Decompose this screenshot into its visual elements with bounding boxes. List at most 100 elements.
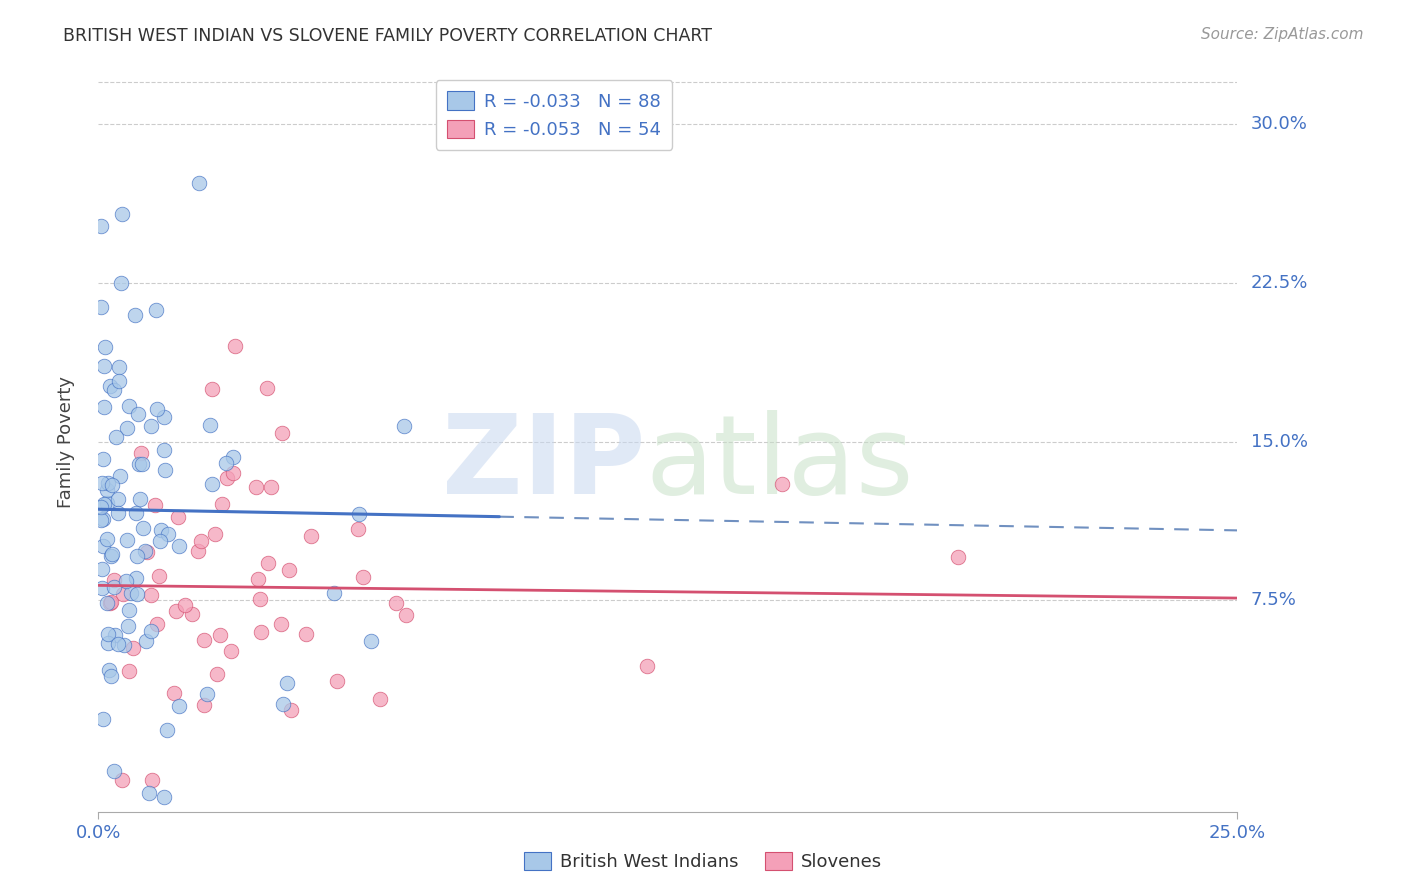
- Point: [187, 544, 209, 558]
- Point: [193, 698, 215, 713]
- Point: [103, 383, 125, 397]
- Point: [97, 636, 120, 650]
- Point: [118, 400, 141, 414]
- Point: [215, 471, 238, 485]
- Text: 22.5%: 22.5%: [1251, 274, 1309, 292]
- Point: [97, 627, 120, 641]
- Point: [636, 659, 658, 673]
- Text: 30.0%: 30.0%: [1251, 115, 1308, 133]
- Point: [100, 595, 122, 609]
- Point: [120, 586, 142, 600]
- Point: [145, 303, 167, 318]
- Point: [91, 451, 114, 466]
- Point: [156, 723, 179, 738]
- Point: [146, 617, 169, 632]
- Point: [152, 789, 174, 804]
- Point: [352, 570, 374, 584]
- Point: [326, 673, 349, 688]
- Point: [141, 419, 163, 434]
- Point: [93, 497, 115, 511]
- Point: [93, 400, 115, 414]
- Point: [93, 359, 115, 373]
- Point: [100, 596, 122, 610]
- Point: [107, 359, 129, 374]
- Point: [103, 573, 125, 587]
- Point: [108, 469, 131, 483]
- Point: [118, 603, 141, 617]
- Point: [187, 177, 209, 191]
- Point: [108, 374, 131, 388]
- Point: [256, 381, 278, 395]
- Point: [131, 458, 153, 472]
- Point: [149, 523, 172, 537]
- Point: [125, 571, 148, 585]
- Point: [219, 644, 242, 658]
- Point: [112, 638, 135, 652]
- Point: [111, 772, 134, 787]
- Point: [101, 547, 124, 561]
- Point: [97, 476, 120, 491]
- Text: 7.5%: 7.5%: [1251, 591, 1296, 609]
- Point: [93, 712, 115, 726]
- Point: [122, 640, 145, 655]
- Point: [117, 618, 139, 632]
- Point: [245, 479, 267, 493]
- Point: [250, 625, 273, 640]
- Point: [163, 686, 186, 700]
- Point: [101, 477, 124, 491]
- Point: [128, 457, 150, 471]
- Point: [392, 418, 415, 433]
- Point: [115, 533, 138, 548]
- Point: [98, 663, 121, 677]
- Point: [96, 532, 118, 546]
- Point: [165, 604, 187, 618]
- Point: [105, 430, 128, 444]
- Point: [104, 628, 127, 642]
- Point: [395, 607, 418, 622]
- Point: [204, 527, 226, 541]
- Point: [145, 401, 167, 416]
- Point: [115, 574, 138, 589]
- Point: [249, 592, 271, 607]
- Point: [91, 581, 114, 595]
- Point: [91, 539, 114, 553]
- Point: [91, 476, 114, 491]
- Point: [278, 563, 301, 577]
- Point: [198, 417, 221, 432]
- Point: [90, 219, 112, 233]
- Point: [349, 507, 371, 521]
- Point: [129, 446, 152, 460]
- Point: [384, 596, 406, 610]
- Point: [295, 627, 318, 641]
- Point: [127, 407, 149, 421]
- Point: [211, 498, 233, 512]
- Point: [222, 450, 245, 464]
- Point: [132, 521, 155, 535]
- Point: [139, 588, 162, 602]
- Point: [143, 498, 166, 512]
- Point: [139, 624, 162, 639]
- Point: [136, 544, 159, 558]
- Point: [190, 533, 212, 548]
- Point: [201, 476, 224, 491]
- Text: ZIP: ZIP: [441, 410, 645, 517]
- Point: [135, 634, 157, 648]
- Point: [205, 667, 228, 681]
- Point: [100, 549, 122, 563]
- Point: [103, 580, 125, 594]
- Point: [271, 425, 294, 440]
- Point: [107, 506, 129, 520]
- Point: [276, 675, 298, 690]
- Point: [115, 421, 138, 435]
- Point: [152, 410, 174, 425]
- Point: [117, 664, 139, 678]
- Point: [110, 207, 132, 221]
- Point: [153, 463, 176, 477]
- Point: [96, 496, 118, 510]
- Text: Source: ZipAtlas.com: Source: ZipAtlas.com: [1201, 27, 1364, 42]
- Y-axis label: Family Poverty: Family Poverty: [56, 376, 75, 508]
- Point: [96, 596, 118, 610]
- Point: [138, 786, 160, 800]
- Point: [270, 616, 292, 631]
- Point: [90, 562, 112, 576]
